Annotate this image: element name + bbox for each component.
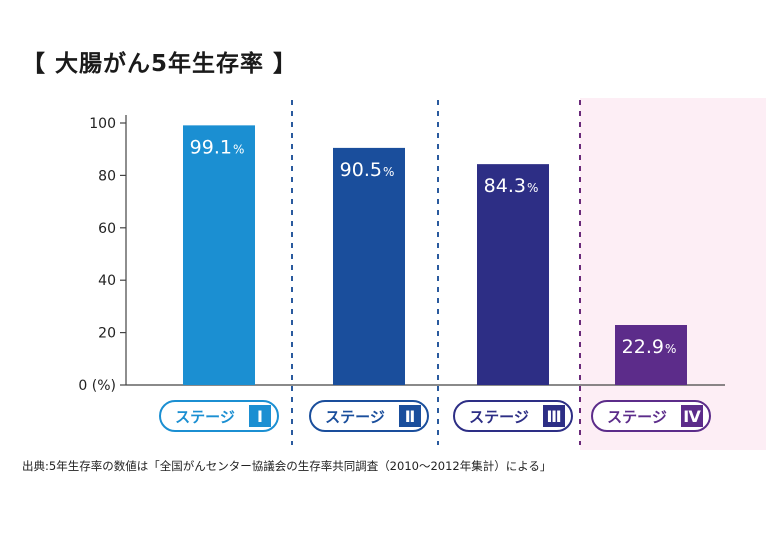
bar-value-label: 22.9% [622, 336, 677, 358]
y-tick-label: 100 [89, 116, 116, 132]
stage-text: ステージ [469, 408, 529, 426]
stage-numeral: Ⅲ [546, 407, 561, 426]
stage-numeral-box [249, 405, 271, 427]
chart-title: 【 大腸がん5年生存率 】 [22, 51, 298, 77]
stage-numeral-box [543, 405, 565, 427]
bar-value-label: 84.3% [484, 175, 539, 197]
y-tick-label: 80 [98, 168, 116, 184]
stage-pill [453, 400, 573, 432]
stage-text: ステージ [175, 408, 235, 426]
stage-pill [159, 400, 279, 432]
bars: 99.1% 90.5% 84.3% 22.9% [183, 125, 687, 385]
stage-text: ステージ [325, 408, 385, 426]
bar [333, 147, 405, 385]
stage-numeral: Ⅳ [683, 407, 701, 426]
bar [477, 164, 549, 385]
stage-label-1: ステージ Ⅰ [159, 400, 279, 432]
bar [615, 325, 687, 385]
y-tick-label: 60 [98, 221, 116, 237]
bar-value-label: 99.1% [190, 136, 245, 158]
stage-numeral: Ⅰ [257, 407, 263, 426]
y-tick-label: 20 [98, 326, 116, 342]
x-axis-categories: ステージ Ⅰ ステージ Ⅱ ステージ Ⅲ ステージ Ⅳ [159, 400, 711, 432]
stage-text: ステージ [607, 408, 667, 426]
source-note: 出典:5年生存率の数値は「全国がんセンター協議会の生存率共同調査（2010〜20… [22, 459, 552, 473]
y-tick-label: 0 (%) [78, 378, 116, 394]
bar-value-label: 90.5% [340, 159, 395, 181]
stage-pill [591, 400, 711, 432]
stage-label-3: ステージ Ⅲ [453, 400, 573, 432]
chart-background [580, 98, 766, 450]
stage-numeral-box [681, 405, 703, 427]
stage-label-2: ステージ Ⅱ [309, 400, 429, 432]
stage-numeral: Ⅱ [405, 407, 416, 426]
bar [183, 125, 255, 385]
stage-pill [309, 400, 429, 432]
y-tick-label: 40 [98, 273, 116, 289]
stage-label-4: ステージ Ⅳ [591, 400, 711, 432]
stage-numeral-box [399, 405, 421, 427]
stage4-panel [580, 98, 766, 450]
stage-dividers [291, 100, 581, 445]
